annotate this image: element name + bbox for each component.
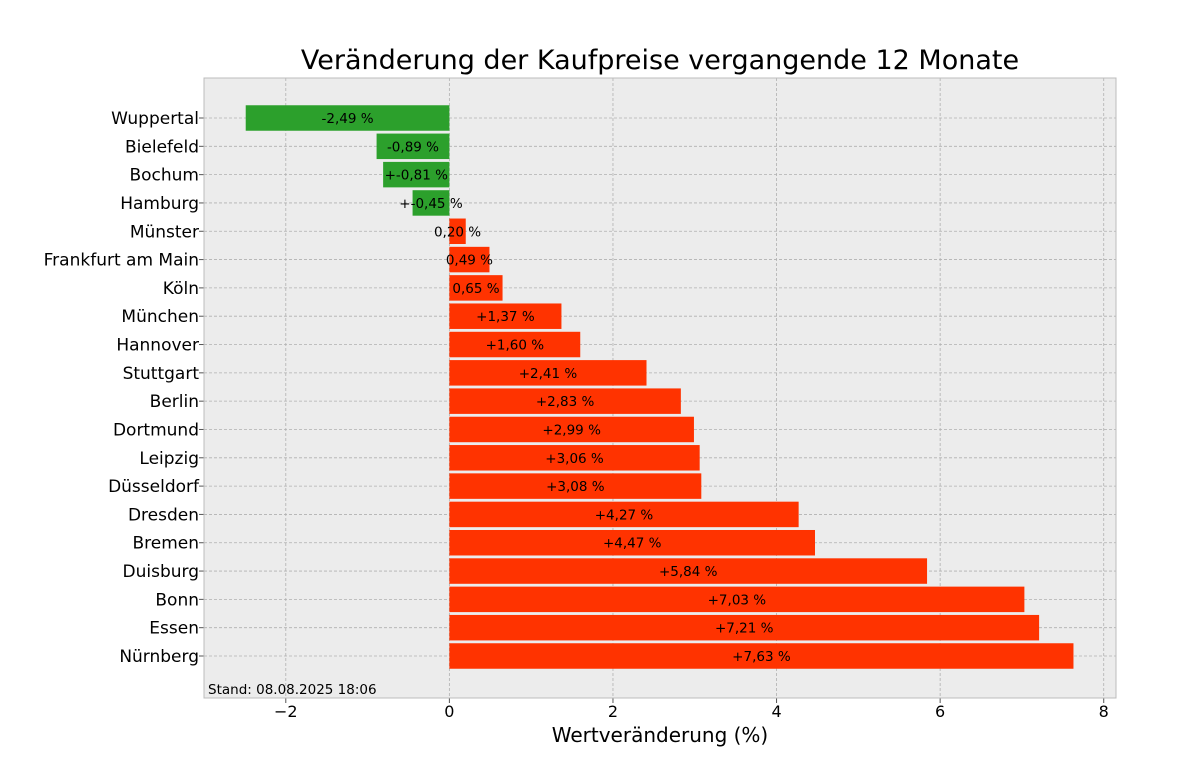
x-tick-label: −2 xyxy=(274,702,298,721)
bar xyxy=(449,416,694,443)
y-tick-label: München xyxy=(121,307,199,327)
y-tick-label: Leipzig xyxy=(139,449,199,469)
bar xyxy=(449,473,702,499)
x-tick-label: 8 xyxy=(1099,702,1109,721)
x-axis-ticks: −2 0 2 4 6 8 xyxy=(274,698,1109,721)
bar-value-label: +3,06 % xyxy=(545,451,604,467)
bar xyxy=(449,529,815,556)
y-tick-label: Frankfurt am Main xyxy=(44,251,199,271)
bar xyxy=(449,558,928,584)
y-tick-label: Münster xyxy=(130,222,199,242)
y-tick-label: Düsseldorf xyxy=(108,477,200,497)
y-tick-label: Dortmund xyxy=(113,420,199,440)
bar-value-label: -0,89 % xyxy=(387,139,439,155)
bar-value-label: 0,49 % xyxy=(446,253,493,269)
y-tick-label: Bremen xyxy=(132,534,199,554)
bar xyxy=(383,161,450,188)
x-tick-label: 2 xyxy=(608,702,618,721)
bar-value-label: +7,03 % xyxy=(708,592,767,608)
y-tick-label: Hannover xyxy=(116,336,199,356)
y-tick-label: Berlin xyxy=(150,392,199,412)
timestamp-note: Stand: 08.08.2025 18:06 xyxy=(208,682,377,698)
y-tick-label: Hamburg xyxy=(120,194,199,214)
y-axis-ticks: Wuppertal Bielefeld Bochum Hamburg Münster Fr… xyxy=(44,109,204,667)
bar xyxy=(245,105,450,131)
bar xyxy=(449,586,1025,613)
bar xyxy=(449,388,681,414)
y-tick-label: Bochum xyxy=(129,166,199,186)
bar-value-label: +-0,81 % xyxy=(385,168,449,184)
y-tick-label: Essen xyxy=(149,619,199,639)
bars xyxy=(245,105,1074,669)
bar-value-label: +5,84 % xyxy=(659,564,718,580)
y-tick-label: Wuppertal xyxy=(111,109,199,129)
x-tick-label: 4 xyxy=(771,702,781,721)
bar xyxy=(412,190,450,216)
bar-value-label: +4,27 % xyxy=(595,507,654,523)
y-tick-label: Dresden xyxy=(128,505,199,525)
y-tick-label: Duisburg xyxy=(123,562,200,582)
bar-value-label: +4,47 % xyxy=(603,536,662,552)
bar xyxy=(449,643,1074,669)
y-tick-label: Bielefeld xyxy=(125,137,199,157)
bar xyxy=(449,218,466,245)
chart-title: Veränderung der Kaufpreise vergangende 1… xyxy=(301,45,1019,76)
bar xyxy=(449,331,581,358)
bar xyxy=(449,501,799,528)
bar xyxy=(449,614,1040,641)
bar-value-label: 0,20 % xyxy=(434,224,481,240)
y-tick-label: Stuttgart xyxy=(123,364,200,384)
y-tick-label: Bonn xyxy=(155,590,199,610)
bar-value-label: -2,49 % xyxy=(322,111,374,127)
bar-value-label: +7,21 % xyxy=(715,621,774,637)
bar-value-label: +1,37 % xyxy=(476,309,535,325)
bar xyxy=(449,303,562,329)
bar-value-label: +2,41 % xyxy=(519,366,578,382)
bar-value-label: +2,99 % xyxy=(542,422,601,438)
x-tick-label: 6 xyxy=(935,702,945,721)
bar-value-label: +2,83 % xyxy=(536,394,595,410)
bar-value-label: 0,65 % xyxy=(452,281,499,297)
y-tick-label: Köln xyxy=(163,279,199,299)
x-axis-label: Wertveränderung (%) xyxy=(552,723,769,747)
bar xyxy=(449,275,503,301)
bar-value-label: +7,63 % xyxy=(732,649,791,665)
bar xyxy=(449,246,490,273)
bar xyxy=(376,133,450,160)
x-tick-label: 0 xyxy=(444,702,454,721)
plot-frame xyxy=(203,77,1117,699)
bar-value-label: +3,08 % xyxy=(546,479,605,495)
bar-value-label: +1,60 % xyxy=(486,338,545,354)
y-tick-label: Nürnberg xyxy=(119,647,199,667)
bar xyxy=(449,360,647,386)
bar xyxy=(449,445,700,471)
bar-value-label: +-0,45 % xyxy=(399,196,463,212)
bar-value-labels: -2,49 % -0,89 % +-0,81 % +-0,45 % 0,20 % 0,49… xyxy=(322,111,791,665)
